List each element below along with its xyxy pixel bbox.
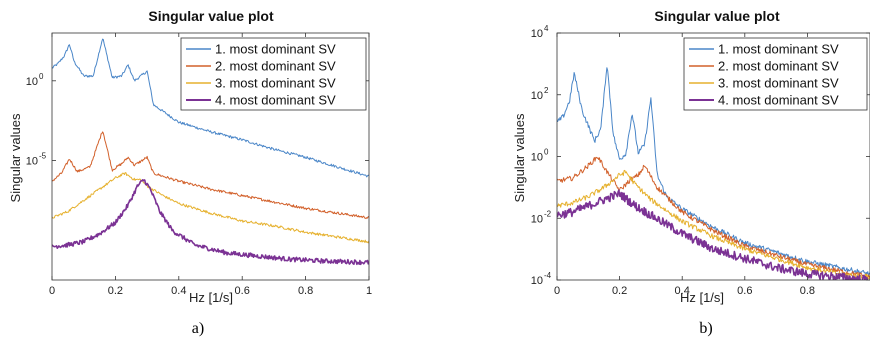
- chart-b-ytick-exponent: 4: [544, 24, 549, 33]
- chart-a-ytick-exponent: 0: [39, 72, 44, 81]
- chart-a-axes-frame: [51, 32, 370, 281]
- chart-b-xtick-label: 0.2: [612, 285, 627, 297]
- chart-b-xtick-label: 0.8: [800, 285, 815, 297]
- chart-b-ytick-label: 10: [531, 275, 543, 287]
- chart-b-legend-entry: 1. most dominant SV: [718, 42, 839, 57]
- chart-a-series-1-line: [52, 38, 369, 178]
- chart-b-panel-label: b): [699, 320, 712, 337]
- chart-b-series-1-line: [557, 67, 870, 276]
- chart-a-plot-area: 0 0.2 0.4 0.6 0.8 110 010 -51. most dominant SV…: [26, 32, 372, 297]
- chart-b-ytick-exponent: 0: [544, 148, 549, 157]
- chart-a-legend-entry: 4. most dominant SV: [215, 93, 336, 108]
- chart-a-series-3-line: [52, 172, 369, 244]
- chart-a-series-2-line: [52, 131, 369, 220]
- chart-a-ytick-exponent: -5: [39, 151, 47, 160]
- chart-panel-a: Singular value plot 0 0.2 0.4 0.6 0.8 110 010-…: [8, 8, 372, 337]
- chart-b-ytick-exponent: 2: [544, 86, 549, 95]
- chart-a-xtick-label: 1: [366, 285, 372, 297]
- chart-b-legend-entry: 3. most dominant SV: [718, 76, 839, 91]
- chart-b-title: Singular value plot: [654, 8, 780, 24]
- chart-a-xlabel: Hz [1/s]: [189, 290, 233, 305]
- chart-b-ytick-exponent: -2: [544, 209, 552, 218]
- chart-a-legend: 1. most dominant SV 2. most dominant SV 3.…: [180, 37, 367, 111]
- chart-a-legend-box: [180, 37, 367, 111]
- chart-b-legend-entry: 2. most dominant SV: [718, 59, 839, 74]
- chart-b-legend-box: [683, 37, 868, 111]
- chart-b-series-3-line: [557, 169, 870, 280]
- chart-b-ytick-label: 10: [531, 28, 543, 40]
- chart-a-xtick-label: 0.4: [171, 285, 186, 297]
- chart-b-series-2-line: [557, 156, 870, 280]
- chart-a-ytick-label: 10: [26, 76, 38, 88]
- chart-a-series-4-line: [52, 179, 369, 266]
- chart-b-ylabel: Singular values: [512, 113, 527, 202]
- chart-a-xtick-label: 0: [49, 285, 55, 297]
- chart-b-legend-entry: 4. most dominant SV: [718, 93, 839, 108]
- chart-b-ytick-exponent: -4: [544, 271, 552, 280]
- chart-b-xtick-label: 0.6: [737, 285, 752, 297]
- chart-a-ylabel: Singular values: [8, 113, 23, 202]
- chart-b-ytick-label: 10: [531, 90, 543, 102]
- chart-a-legend-entry: 2. most dominant SV: [215, 59, 336, 74]
- chart-b-ytick-label: 10: [531, 152, 543, 164]
- chart-b-ytick-label: 10: [531, 213, 543, 225]
- chart-a-xtick-label: 0.8: [298, 285, 313, 297]
- chart-a-xtick-label: 0.2: [108, 285, 123, 297]
- chart-a-ytick-label: 10: [26, 155, 38, 167]
- chart-b-legend: 1. most dominant SV 2. most dominant SV 3.…: [683, 37, 868, 111]
- chart-b-series-4-line: [557, 189, 870, 280]
- chart-panel-b: Singular value plot 0 0.2 0.4 0.6 0.810 410 21…: [512, 8, 870, 337]
- chart-a-xtick-label: 0.6: [235, 285, 250, 297]
- chart-b-xtick-label: 0: [554, 285, 560, 297]
- chart-a-legend-entry: 3. most dominant SV: [215, 76, 336, 91]
- chart-b-xlabel: Hz [1/s]: [680, 290, 724, 305]
- chart-b-xtick-label: 0.4: [675, 285, 690, 297]
- chart-a-title: Singular value plot: [148, 8, 274, 24]
- chart-a-legend-entry: 1. most dominant SV: [215, 42, 336, 57]
- chart-a-panel-label: a): [192, 320, 204, 337]
